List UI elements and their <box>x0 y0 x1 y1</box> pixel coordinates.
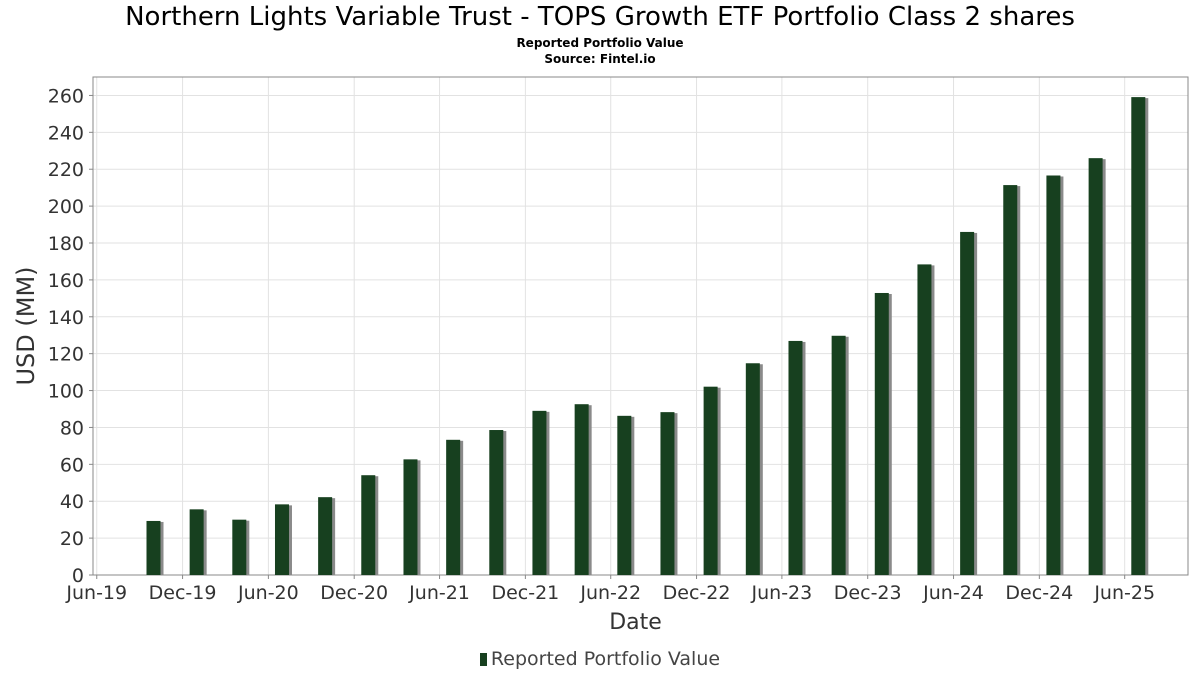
bar <box>403 459 418 575</box>
y-tick-label: 20 <box>60 528 84 550</box>
bar <box>788 340 803 575</box>
bar <box>874 292 889 575</box>
bar <box>1046 175 1061 575</box>
y-tick-label: 160 <box>48 270 84 292</box>
plot-area <box>92 76 1189 576</box>
y-tick-label: 60 <box>60 454 84 476</box>
bar <box>318 497 333 575</box>
y-tick-label: 180 <box>48 233 84 255</box>
bar <box>831 335 846 575</box>
x-tick-label: Jun-23 <box>751 582 813 604</box>
x-tick-label: Dec-23 <box>834 582 902 604</box>
bar <box>489 430 504 575</box>
x-tick-label: Dec-20 <box>320 582 388 604</box>
axes: 0 20 40 60 80 100 120 140 160 180 200 220 240 260 Jun-… <box>48 85 1155 604</box>
x-tick-label: Dec-19 <box>149 582 217 604</box>
bar <box>146 520 161 575</box>
y-tick-label: 40 <box>60 491 84 513</box>
bars <box>146 97 1149 576</box>
x-tick-label: Dec-24 <box>1005 582 1073 604</box>
bar <box>574 404 589 575</box>
bar <box>189 509 204 575</box>
bar <box>1088 158 1103 575</box>
bar <box>446 439 461 575</box>
x-axis-title: Date <box>609 610 662 635</box>
chart-subtitle: Reported Portfolio Value <box>516 36 684 50</box>
y-tick-label: 200 <box>48 196 84 218</box>
y-tick-label: 240 <box>48 122 84 144</box>
y-tick-label: 0 <box>72 565 84 587</box>
y-tick-label: 260 <box>48 85 84 107</box>
legend-label: Reported Portfolio Value <box>490 648 721 670</box>
y-tick-label: 220 <box>48 159 84 181</box>
bar <box>1003 185 1018 575</box>
bar <box>745 363 760 575</box>
bar <box>617 415 632 575</box>
bar <box>1131 97 1146 576</box>
y-tick-label: 80 <box>60 417 84 439</box>
y-tick-label: 120 <box>48 344 84 366</box>
x-tick-label: Jun-24 <box>922 582 984 604</box>
bar <box>703 386 718 575</box>
x-tick-label: Jun-25 <box>1093 582 1155 604</box>
x-tick-label: Dec-21 <box>491 582 559 604</box>
y-tick-label: 100 <box>48 381 84 403</box>
x-tick-label: Jun-22 <box>579 582 641 604</box>
x-tick-label: Jun-20 <box>237 582 299 604</box>
bar <box>232 519 247 575</box>
legend: Reported Portfolio Value <box>0 648 1200 670</box>
gridlines <box>93 77 1188 576</box>
bar <box>361 475 376 575</box>
x-tick-label: Jun-19 <box>65 582 127 604</box>
chart-title: Northern Lights Variable Trust - TOPS Gr… <box>125 2 1075 32</box>
chart-source: Source: Fintel.io <box>544 52 656 66</box>
bar <box>960 231 975 575</box>
x-tick-label: Dec-22 <box>663 582 731 604</box>
bar <box>274 504 289 575</box>
y-tick-label: 140 <box>48 307 84 329</box>
bar <box>532 410 547 575</box>
x-tick-label: Jun-21 <box>408 582 470 604</box>
bar <box>917 264 932 575</box>
y-axis-title: USD (MM) <box>12 266 40 385</box>
bar <box>660 412 675 575</box>
legend-swatch <box>479 653 487 666</box>
